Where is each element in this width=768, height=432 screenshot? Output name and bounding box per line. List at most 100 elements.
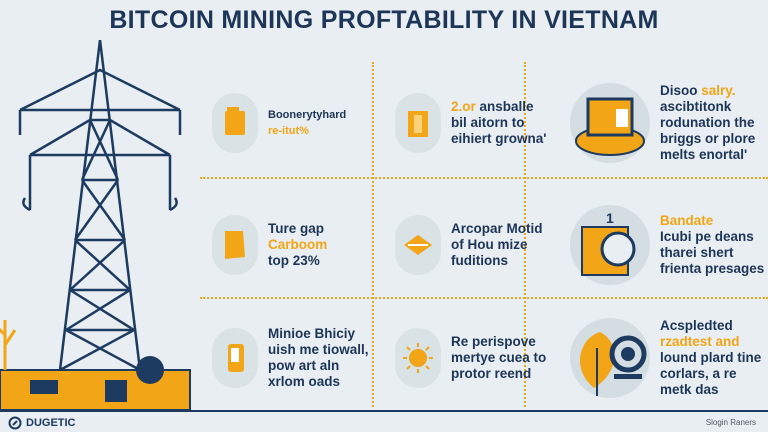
logo-text: DUGETIC xyxy=(26,417,76,429)
info-line: 2.or ansballe xyxy=(451,99,546,115)
info-cell: 1 Bandate Icubi pe deans tharei shert frient… xyxy=(570,200,764,290)
body-text: protor reend xyxy=(451,365,532,381)
info-text: Ture gap Carboom top 23% xyxy=(268,221,327,269)
body-text: ansballe xyxy=(475,99,534,114)
highlight-text: re-itut% xyxy=(268,125,309,137)
info-line: Carboom xyxy=(268,237,327,253)
info-cell: Acspledted rzadtest and lound plard tine co… xyxy=(570,315,761,400)
info-line: eihiert growna' xyxy=(451,131,546,147)
info-line: of Hou mize xyxy=(451,237,543,253)
info-line: Icubi pe deans xyxy=(660,229,764,245)
info-cell: Minioe Bhiciy uish me tiowall, pow art aln… xyxy=(212,315,369,400)
body-text: pow art aln xyxy=(268,357,340,373)
battery-icon xyxy=(395,93,441,153)
body-text: eihiert growna' xyxy=(451,131,547,146)
info-line: briggs or plore xyxy=(660,131,755,147)
divider-horizontal xyxy=(200,177,768,179)
leaf-coin-icon xyxy=(570,317,650,398)
body-text: tharei shert xyxy=(660,245,734,260)
info-line: Acspledted xyxy=(660,318,761,334)
body-text: lound plard tine xyxy=(660,349,762,365)
highlight-text: Bandate xyxy=(660,213,714,228)
info-text: 2.or ansballe bil aitorn to eihiert growna… xyxy=(451,99,546,147)
divider-vertical xyxy=(372,62,374,407)
info-line: re-itut% xyxy=(268,123,346,139)
highlight-text: salry. xyxy=(701,83,736,98)
body-text: Acspledted xyxy=(660,317,733,333)
info-cell: Ture gap Carboom top 23% xyxy=(212,200,327,290)
body-text: uish me tiowall, xyxy=(268,341,369,357)
body-text: Icubi pe deans xyxy=(660,229,754,244)
body-text: Arcopar Motid xyxy=(451,221,543,236)
info-line: lound plard tine xyxy=(660,350,761,366)
info-line: protor reend xyxy=(451,366,546,382)
info-line: ascibtitonk xyxy=(660,99,755,115)
body-text: top 23% xyxy=(268,253,320,268)
arrow-diamond-icon xyxy=(395,215,441,275)
info-line: rzadtest and xyxy=(660,334,761,350)
info-line: Bandate xyxy=(660,213,764,229)
divider-horizontal xyxy=(200,297,768,299)
info-line: xrlom oads xyxy=(268,374,369,390)
info-cell: Arcopar Motid of Hou mize fuditions xyxy=(395,200,543,290)
highlight-text: 2.or xyxy=(451,99,476,114)
body-text: rodunation the xyxy=(660,115,755,130)
info-line: corlars, a re xyxy=(660,366,761,382)
mining-machine-icon: 1 xyxy=(570,205,650,285)
body-text: Disoo xyxy=(660,83,702,98)
body-text: metk das xyxy=(660,381,719,397)
computer-mining-rig-icon xyxy=(570,83,650,163)
info-cell: 2.or ansballe bil aitorn to eihiert growna… xyxy=(395,78,546,168)
body-text: corlars, a re xyxy=(660,365,737,381)
footer-rule xyxy=(0,410,768,412)
body-text: fuditions xyxy=(451,253,508,268)
info-line: fuditions xyxy=(451,253,543,269)
info-cell: Boonerytyhard re-itut% xyxy=(212,78,346,168)
info-line: pow art aln xyxy=(268,358,369,374)
info-line: frienta presages xyxy=(660,261,764,277)
info-line: Boonerytyhard xyxy=(268,107,346,123)
body-text: briggs or plore xyxy=(660,131,756,146)
info-line: rodunation the xyxy=(660,115,755,131)
body-text: of Hou mize xyxy=(451,237,528,252)
body-text: Re perispove xyxy=(451,333,536,349)
body-text: mertye cuea to xyxy=(451,349,547,365)
info-text: Minioe Bhiciy uish me tiowall, pow art aln… xyxy=(268,326,369,390)
info-line: Arcopar Motid xyxy=(451,221,543,237)
info-line: mertye cuea to xyxy=(451,350,546,366)
brand-logo: DUGETIC xyxy=(8,416,76,430)
info-line: bil aitorn to xyxy=(451,115,546,131)
body-text: xrlom oads xyxy=(268,373,341,389)
info-line: Re perispove xyxy=(451,334,546,350)
info-line: uish me tiowall, xyxy=(268,342,369,358)
info-text: Disoo salry. ascibtitonk rodunation the bri… xyxy=(660,83,755,163)
fuel-can-icon xyxy=(212,93,258,153)
info-text: Bandate Icubi pe deans tharei shert frienta… xyxy=(660,213,764,277)
sun-icon xyxy=(395,327,441,388)
highlight-text: rzadtest and xyxy=(660,333,740,349)
divider-vertical xyxy=(524,62,526,407)
info-cell: Re perispove mertye cuea to protor reend xyxy=(395,315,546,400)
info-text: Acspledted rzadtest and lound plard tine co… xyxy=(660,318,761,398)
phone-icon xyxy=(212,327,258,388)
info-text: Arcopar Motid of Hou mize fuditions xyxy=(451,221,543,269)
body-text: Boonerytyhard xyxy=(268,109,347,121)
info-line: top 23% xyxy=(268,253,327,269)
slogan: Slogin Raners xyxy=(705,418,756,427)
info-line: Ture gap xyxy=(268,221,327,237)
highlight-text: Carboom xyxy=(268,237,328,252)
info-line: melts enortal' xyxy=(660,147,755,163)
body-text: frienta presages xyxy=(660,261,765,276)
info-text: Boonerytyhard re-itut% xyxy=(268,107,346,139)
body-text: melts enortal' xyxy=(660,147,748,162)
info-line: metk das xyxy=(660,382,761,398)
page-title: BITCOIN MINING PROFTABILITY IN VIETNAM xyxy=(109,6,659,34)
logo-icon xyxy=(8,416,22,430)
body-text: Ture gap xyxy=(268,221,325,236)
svg-text:1: 1 xyxy=(606,210,614,226)
info-line: Minioe Bhiciy xyxy=(268,326,369,342)
mining-equipment-icon xyxy=(0,320,191,411)
info-text: Re perispove mertye cuea to protor reend xyxy=(451,334,546,382)
info-line: Disoo salry. xyxy=(660,83,755,99)
body-text: ascibtitonk xyxy=(660,99,732,114)
